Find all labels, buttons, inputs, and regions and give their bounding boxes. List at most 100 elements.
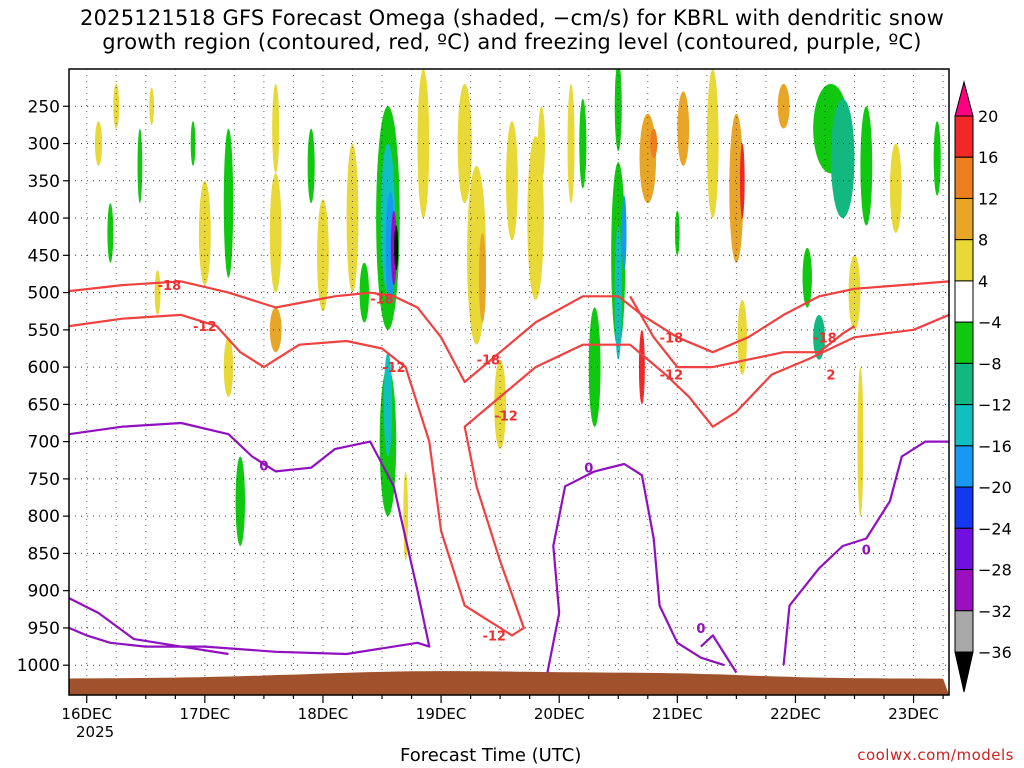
freezing-contour-label: 0 <box>696 622 705 637</box>
title-line-1: 2025121518 GFS Forecast Omega (shaded, −… <box>80 6 944 30</box>
freezing-contour-label: 0 <box>862 544 871 559</box>
colorbar-label: −36 <box>978 643 1012 662</box>
omega-cell <box>269 307 282 353</box>
y-tick-label: 1000 <box>17 656 60 676</box>
omega-cell <box>198 180 211 286</box>
colorbar-swatch <box>954 527 974 571</box>
freezing-contour-label: 0 <box>584 462 593 477</box>
omega-cell <box>269 173 282 293</box>
omega-cell <box>478 232 486 323</box>
colorbar-label: 8 <box>978 231 988 250</box>
dgz-contour-label: 2 <box>826 369 835 384</box>
y-tick-label: 500 <box>28 284 60 304</box>
omega-cell <box>650 128 658 159</box>
y-tick-label: 850 <box>28 544 60 564</box>
colorbar-swatch <box>954 280 974 323</box>
dgz-contour-label: -18 <box>660 331 684 346</box>
omega-cell <box>706 69 719 219</box>
contours: -18 -12 -18 -12 -18 -12 -12 -18 -12 -18 2 0 0 0 0 <box>69 279 949 674</box>
omega-cell <box>848 255 861 330</box>
colorbar-label: 12 <box>978 189 998 208</box>
y-axis: 250 300 350 400 450 500 550 600 650 700 750 800 850 9… <box>17 97 69 676</box>
omega-cell <box>272 83 280 174</box>
omega-cell <box>860 106 873 226</box>
y-tick-label: 600 <box>28 358 60 378</box>
colorbar-label: −24 <box>978 519 1012 538</box>
dgz-contour-label: -12 <box>482 629 506 644</box>
colorbar-swatch <box>954 321 974 364</box>
colorbar-swatch <box>954 362 974 406</box>
x-tick-label: 21DEC <box>652 705 703 723</box>
dgz-contour-label: -18 <box>158 279 182 294</box>
colorbar-top-triangle <box>954 80 974 117</box>
omega-cell <box>137 128 143 204</box>
colorbar-swatch <box>954 404 974 447</box>
title-line-2: growth region (contoured, red, ºC) and f… <box>102 30 922 54</box>
y-tick-label: 700 <box>28 433 60 453</box>
terrain <box>69 671 949 695</box>
colorbar-bottom-triangle <box>954 651 974 693</box>
x-tick-label: 22DEC <box>770 705 821 723</box>
omega-cell <box>739 143 745 219</box>
dgz-contour-label: -18 <box>813 331 837 346</box>
omega-shading <box>94 69 941 561</box>
colorbar-label: −8 <box>978 354 1002 373</box>
freezing-level-contour <box>546 462 725 673</box>
omega-cell <box>527 136 544 301</box>
colorbar-swatch <box>954 115 974 158</box>
dgz-contour <box>629 295 856 369</box>
omega-cell <box>223 128 234 278</box>
y-tick-label: 550 <box>28 321 60 341</box>
omega-cell <box>537 106 546 181</box>
dgz-contour-label: -18 <box>370 293 394 308</box>
omega-cell <box>113 83 120 129</box>
freezing-contour-label: 0 <box>259 459 268 474</box>
x-tick-label: 17DEC <box>180 705 231 723</box>
omega-cell <box>494 359 507 450</box>
colorbar-swatch <box>954 569 974 612</box>
omega-cell <box>307 128 315 204</box>
omega-cell <box>223 337 234 397</box>
omega-cell <box>346 143 359 293</box>
x-axis-title: Forecast Time (UTC) <box>400 745 582 766</box>
dgz-contour <box>69 313 949 637</box>
omega-cell <box>190 121 196 166</box>
y-tick-label: 450 <box>28 246 60 266</box>
omega-cell <box>677 91 690 166</box>
y-tick-label: 750 <box>28 470 60 490</box>
colorbar-swatch <box>954 486 974 529</box>
x-axis: 16DEC 17DEC 18DEC 19DEC 20DEC 21DEC 22DEC 23DEC <box>61 695 944 723</box>
freezing-level-contour <box>700 634 738 674</box>
colorbar-label: −32 <box>978 602 1012 621</box>
y-tick-label: 950 <box>28 619 60 639</box>
chart-title: 2025121518 GFS Forecast Omega (shaded, −… <box>0 6 1024 54</box>
y-tick-label: 900 <box>28 582 60 602</box>
omega-cell <box>621 195 627 271</box>
colorbar: 20 16 12 8 4 −4 −8 −12 −16 −20 −24 −28 −32 −36 <box>954 80 1012 693</box>
omega-cell <box>830 98 855 219</box>
y-tick-label: 350 <box>28 172 60 192</box>
dgz-contour-label: -12 <box>193 320 217 335</box>
y-tick-label: 300 <box>28 135 60 155</box>
colorbar-label: −4 <box>978 313 1002 332</box>
omega-cell <box>149 87 155 125</box>
x-tick-label: 19DEC <box>416 705 467 723</box>
omega-cell <box>579 98 587 189</box>
site-credit[interactable]: coolwx.com/models <box>857 746 1014 764</box>
colorbar-label: −28 <box>978 561 1012 580</box>
omega-cell <box>235 456 245 546</box>
colorbar-swatch <box>954 239 974 282</box>
x-tick-label: 20DEC <box>534 705 585 723</box>
terrain-fill <box>69 671 949 695</box>
omega-cell <box>802 247 812 308</box>
omega-cell <box>889 143 902 233</box>
y-tick-label: 250 <box>28 97 60 117</box>
dgz-contour-label: -12 <box>494 410 518 425</box>
omega-cell <box>737 300 748 375</box>
omega-cell <box>933 121 941 196</box>
colorbar-label: −20 <box>978 478 1012 497</box>
y-tick-label: 400 <box>28 209 60 229</box>
year-label: 2025 <box>76 723 114 741</box>
colorbar-label: 20 <box>978 107 998 126</box>
